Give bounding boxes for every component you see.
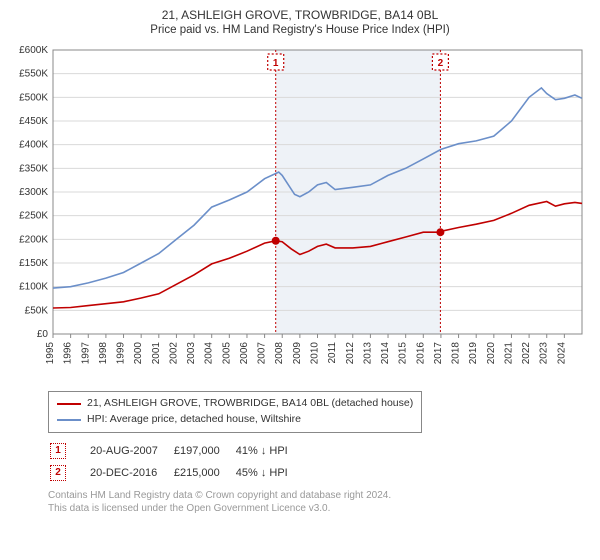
svg-text:1998: 1998: [98, 342, 109, 365]
svg-text:£550K: £550K: [19, 69, 48, 80]
legend: 21, ASHLEIGH GROVE, TROWBRIDGE, BA14 0BL…: [48, 391, 422, 433]
page-title: 21, ASHLEIGH GROVE, TROWBRIDGE, BA14 0BL: [8, 8, 592, 22]
transaction-row: 1 20-AUG-2007£197,00041% ↓ HPI: [50, 441, 302, 461]
svg-text:£100K: £100K: [19, 282, 48, 293]
legend-row-property: 21, ASHLEIGH GROVE, TROWBRIDGE, BA14 0BL…: [57, 396, 413, 412]
svg-text:2010: 2010: [310, 342, 321, 365]
svg-text:1999: 1999: [116, 342, 127, 365]
legend-row-hpi: HPI: Average price, detached house, Wilt…: [57, 412, 413, 428]
legend-label-hpi: HPI: Average price, detached house, Wilt…: [87, 412, 301, 428]
svg-text:2: 2: [438, 58, 444, 69]
legend-swatch-property: [57, 403, 81, 405]
svg-text:2001: 2001: [151, 342, 162, 365]
svg-text:2004: 2004: [204, 342, 215, 365]
marker-badge: 1: [50, 443, 66, 459]
footnote-line2: This data is licensed under the Open Gov…: [48, 503, 330, 514]
svg-text:£450K: £450K: [19, 116, 48, 127]
svg-text:1995: 1995: [45, 342, 56, 365]
transaction-row: 2 20-DEC-2016£215,00045% ↓ HPI: [50, 463, 302, 483]
svg-text:2013: 2013: [362, 342, 373, 365]
svg-text:2006: 2006: [239, 342, 250, 365]
txn-date: 20-AUG-2007: [90, 441, 172, 461]
txn-ratio: 41% ↓ HPI: [236, 441, 302, 461]
svg-text:£500K: £500K: [19, 92, 48, 103]
svg-text:£400K: £400K: [19, 140, 48, 151]
svg-text:2012: 2012: [345, 342, 356, 365]
svg-text:2018: 2018: [451, 342, 462, 365]
transactions-table: 1 20-AUG-2007£197,00041% ↓ HPI 2 20-DEC-201…: [48, 439, 304, 485]
svg-text:2008: 2008: [274, 342, 285, 365]
svg-text:2014: 2014: [380, 342, 391, 365]
svg-text:2002: 2002: [168, 342, 179, 365]
svg-text:2022: 2022: [521, 342, 532, 365]
svg-text:£600K: £600K: [19, 45, 48, 56]
svg-text:£350K: £350K: [19, 163, 48, 174]
txn-date: 20-DEC-2016: [90, 463, 172, 483]
marker-badge: 2: [50, 465, 66, 481]
legend-swatch-hpi: [57, 419, 81, 421]
svg-text:2023: 2023: [539, 342, 550, 365]
page-subtitle: Price paid vs. HM Land Registry's House …: [8, 24, 592, 36]
svg-text:1: 1: [273, 58, 279, 69]
txn-price: £197,000: [174, 441, 234, 461]
txn-ratio: 45% ↓ HPI: [236, 463, 302, 483]
svg-text:1997: 1997: [80, 342, 91, 365]
svg-text:2011: 2011: [327, 342, 338, 364]
svg-text:2019: 2019: [468, 342, 479, 365]
svg-text:2007: 2007: [257, 342, 268, 365]
txn-price: £215,000: [174, 463, 234, 483]
svg-text:2020: 2020: [486, 342, 497, 365]
svg-text:2016: 2016: [415, 342, 426, 365]
footnote-line1: Contains HM Land Registry data © Crown c…: [48, 490, 391, 501]
svg-text:2005: 2005: [221, 342, 232, 365]
svg-text:1996: 1996: [63, 342, 74, 365]
svg-text:2021: 2021: [503, 342, 514, 365]
svg-text:£150K: £150K: [19, 258, 48, 269]
svg-text:2000: 2000: [133, 342, 144, 365]
svg-text:2009: 2009: [292, 342, 303, 365]
svg-text:£50K: £50K: [25, 305, 49, 316]
svg-text:2015: 2015: [398, 342, 409, 365]
svg-text:2024: 2024: [556, 342, 567, 365]
svg-text:2017: 2017: [433, 342, 444, 365]
legend-label-property: 21, ASHLEIGH GROVE, TROWBRIDGE, BA14 0BL…: [87, 396, 413, 412]
price-chart: £0 £50K £100K £150K £200K £250K £300K £350K £400…: [8, 42, 592, 387]
svg-text:2003: 2003: [186, 342, 197, 365]
footnote: Contains HM Land Registry data © Crown c…: [48, 489, 592, 515]
svg-text:£200K: £200K: [19, 234, 48, 245]
svg-text:£300K: £300K: [19, 187, 48, 198]
svg-text:£0: £0: [37, 329, 49, 340]
svg-text:£250K: £250K: [19, 211, 48, 222]
